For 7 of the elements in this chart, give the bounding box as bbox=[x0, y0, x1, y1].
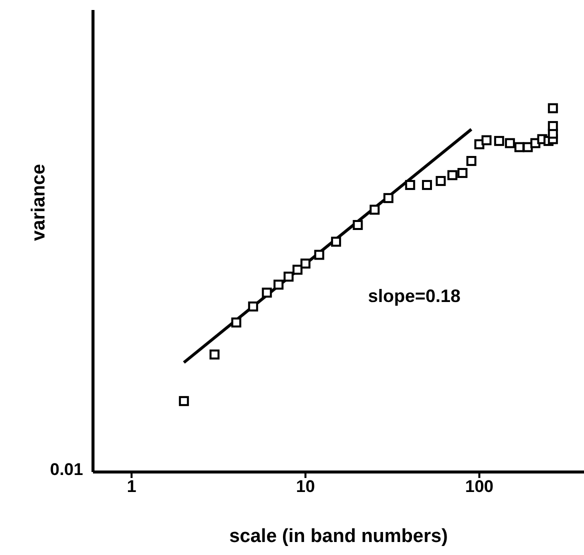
x-axis-title: scale (in band numbers) bbox=[229, 526, 448, 547]
x-tick-label: 100 bbox=[465, 477, 494, 496]
x-tick-label: 1 bbox=[126, 477, 136, 496]
text: 0.01 bbox=[50, 460, 84, 480]
y-axis-title: variance bbox=[28, 164, 50, 241]
x-tick-label: 10 bbox=[296, 477, 315, 496]
annotation: slope=0.18 bbox=[368, 286, 461, 307]
